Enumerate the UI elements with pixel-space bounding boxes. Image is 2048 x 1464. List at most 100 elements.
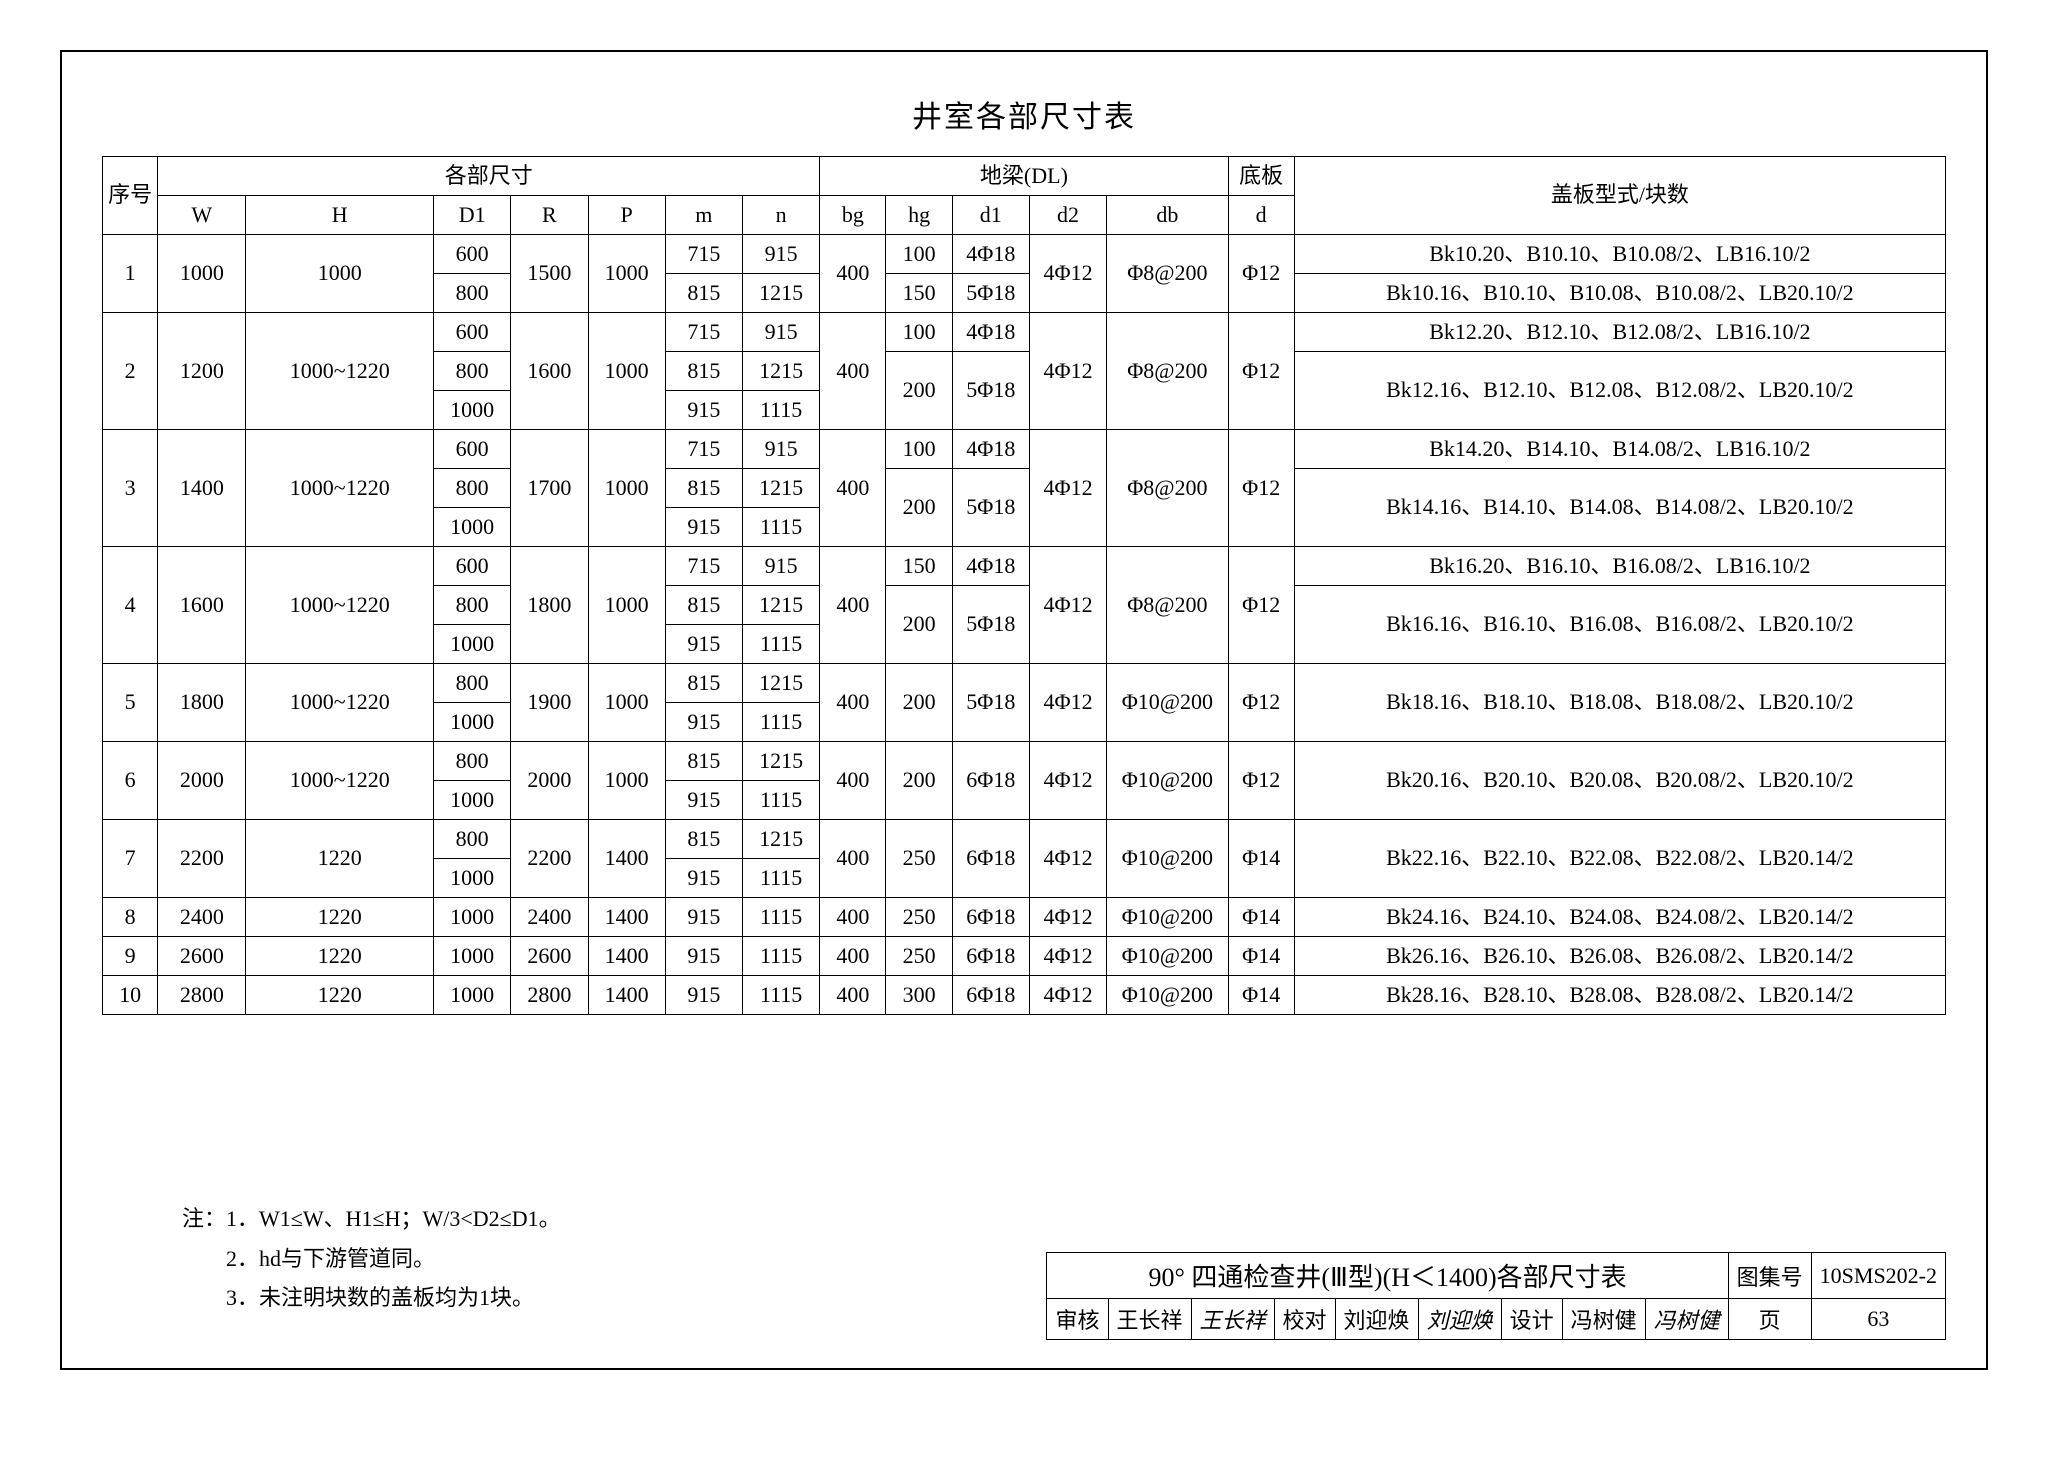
cell: 1000 — [588, 430, 665, 547]
cell: 6Φ18 — [952, 742, 1029, 820]
cell: 1115 — [742, 391, 819, 430]
col-header: H — [246, 196, 434, 235]
cell: 1115 — [742, 781, 819, 820]
cell: 815 — [665, 664, 742, 703]
cell: Φ12 — [1228, 664, 1294, 742]
cell: 1400 — [588, 976, 665, 1015]
cell: 9 — [103, 937, 158, 976]
cell: Bk10.20、B10.10、B10.08/2、LB16.10/2 — [1294, 235, 1945, 274]
cell: 1000 — [434, 781, 511, 820]
cell: 1000~1220 — [246, 430, 434, 547]
cell: 800 — [434, 469, 511, 508]
cell: 4Φ12 — [1029, 742, 1106, 820]
cell: 1 — [103, 235, 158, 313]
cell: 800 — [434, 820, 511, 859]
cell: 915 — [742, 235, 819, 274]
cell: 250 — [886, 898, 952, 937]
cell: 150 — [886, 547, 952, 586]
cell: Φ10@200 — [1107, 820, 1228, 898]
cell: 1200 — [158, 313, 246, 430]
design-name: 冯树健 — [1562, 1299, 1645, 1340]
cell: 400 — [820, 547, 886, 664]
cell: 7 — [103, 820, 158, 898]
cell: 6Φ18 — [952, 937, 1029, 976]
note-line: 3．未注明块数的盖板均为1块。 — [182, 1278, 561, 1318]
col-header: P — [588, 196, 665, 235]
cell: Φ12 — [1228, 547, 1294, 664]
col-header: d2 — [1029, 196, 1106, 235]
cell: Bk14.16、B14.10、B14.08、B14.08/2、LB20.10/2 — [1294, 469, 1945, 547]
cell: 400 — [820, 976, 886, 1015]
cell: 4Φ12 — [1029, 664, 1106, 742]
cell: 2800 — [511, 976, 588, 1015]
cell: Φ10@200 — [1107, 742, 1228, 820]
cell: 1400 — [588, 898, 665, 937]
cell: 1220 — [246, 937, 434, 976]
cell: 1400 — [588, 820, 665, 898]
cell: 1000 — [588, 547, 665, 664]
cell: Φ12 — [1228, 313, 1294, 430]
cell: 815 — [665, 469, 742, 508]
cell: Φ14 — [1228, 937, 1294, 976]
cell: 815 — [665, 586, 742, 625]
cell: 2200 — [158, 820, 246, 898]
cell: 400 — [820, 898, 886, 937]
note-line: 2．hd与下游管道同。 — [182, 1239, 561, 1279]
cell: 5Φ18 — [952, 274, 1029, 313]
cell: 1000 — [434, 976, 511, 1015]
cell: 1700 — [511, 430, 588, 547]
cell: 1000~1220 — [246, 547, 434, 664]
cell: 915 — [665, 508, 742, 547]
cell: 100 — [886, 313, 952, 352]
cell: 2600 — [511, 937, 588, 976]
cell: 100 — [886, 430, 952, 469]
col-header: 序号 — [103, 157, 158, 235]
cell: 150 — [886, 274, 952, 313]
cell: 915 — [665, 937, 742, 976]
cell: 1000 — [588, 742, 665, 820]
check-sig: 刘迎焕 — [1418, 1299, 1501, 1340]
cell: 1000 — [158, 235, 246, 313]
cell: 1215 — [742, 742, 819, 781]
cell: Φ14 — [1228, 976, 1294, 1015]
note-line: 注：1．W1≤W、H1≤H；W/3<D2≤D1。 — [182, 1199, 561, 1239]
col-header: 底板 — [1228, 157, 1294, 196]
cell: 1000 — [434, 859, 511, 898]
cell: 300 — [886, 976, 952, 1015]
cell: Φ12 — [1228, 235, 1294, 313]
cell: 1115 — [742, 937, 819, 976]
design-sig: 冯树健 — [1645, 1299, 1728, 1340]
cell: 915 — [742, 313, 819, 352]
cell: 715 — [665, 547, 742, 586]
cell: 1000 — [246, 235, 434, 313]
cell: 2000 — [158, 742, 246, 820]
cell: 10 — [103, 976, 158, 1015]
cell: 915 — [665, 976, 742, 1015]
col-header: 地梁(DL) — [820, 157, 1228, 196]
cell: 5Φ18 — [952, 586, 1029, 664]
cell: 4 — [103, 547, 158, 664]
cell: 1000 — [588, 313, 665, 430]
cell: 600 — [434, 547, 511, 586]
drawing-title: 90° 四通检查井(Ⅲ型)(H＜1400)各部尺寸表 — [1047, 1253, 1728, 1299]
cell: 4Φ18 — [952, 430, 1029, 469]
col-header: hg — [886, 196, 952, 235]
cell: 1215 — [742, 274, 819, 313]
cell: 800 — [434, 742, 511, 781]
table-title: 井室各部尺寸表 — [102, 92, 1946, 136]
cell: Φ12 — [1228, 742, 1294, 820]
col-header: 盖板型式/块数 — [1294, 157, 1945, 235]
cell: 400 — [820, 820, 886, 898]
cell: Bk26.16、B26.10、B26.08、B26.08/2、LB20.14/2 — [1294, 937, 1945, 976]
col-header: d — [1228, 196, 1294, 235]
cell: 815 — [665, 742, 742, 781]
cell: 600 — [434, 313, 511, 352]
review-sig: 王长祥 — [1191, 1299, 1274, 1340]
cell: 8 — [103, 898, 158, 937]
cell: 1600 — [158, 547, 246, 664]
review-name: 王长祥 — [1108, 1299, 1191, 1340]
cell: 1000 — [588, 664, 665, 742]
cell: 715 — [665, 313, 742, 352]
cell: 1215 — [742, 664, 819, 703]
cell: 400 — [820, 664, 886, 742]
